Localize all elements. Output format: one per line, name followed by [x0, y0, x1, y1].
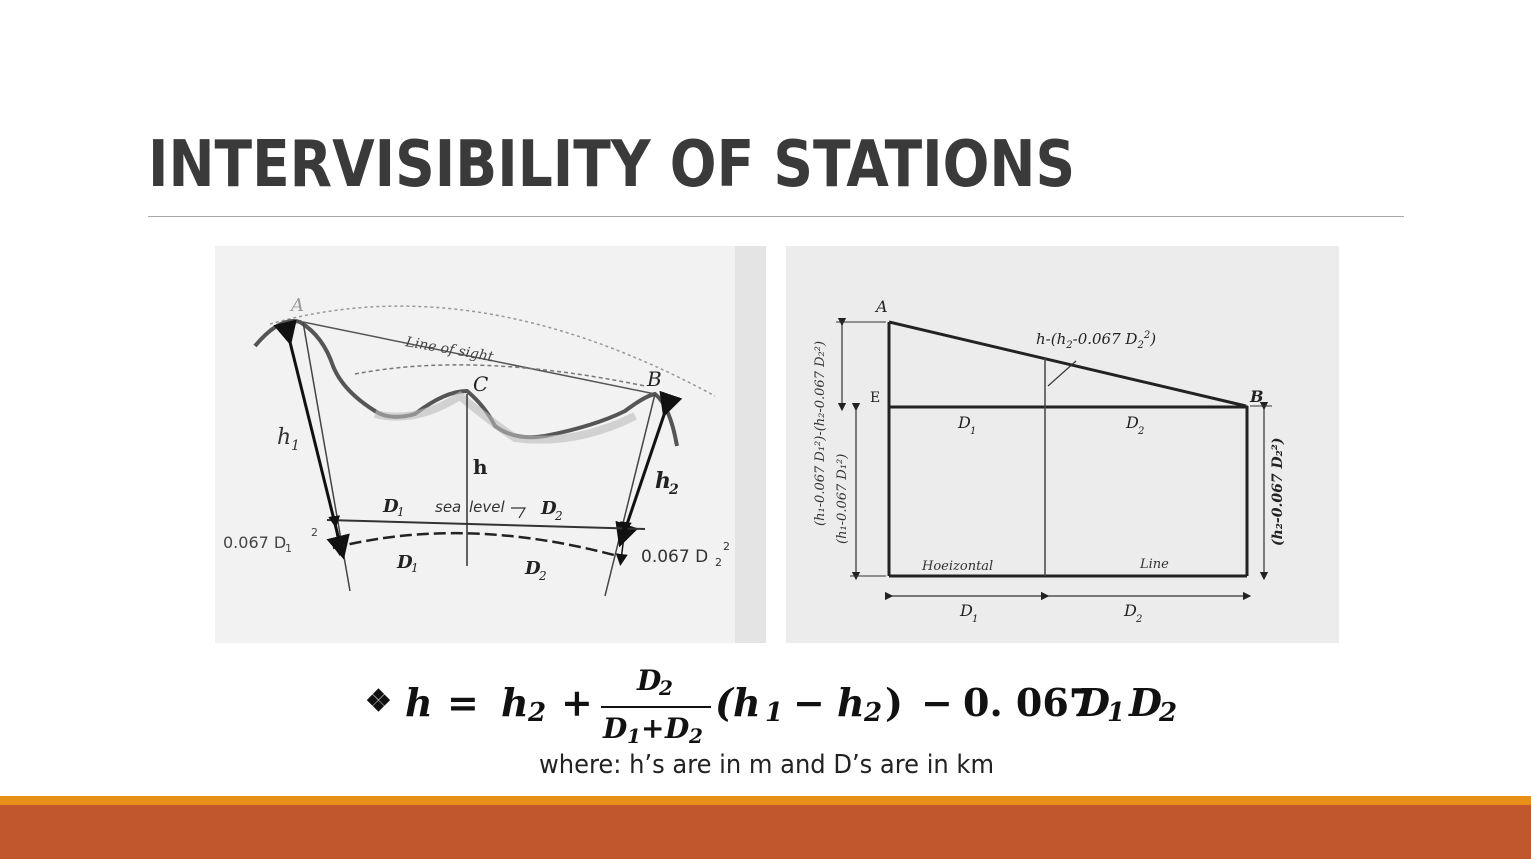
curvature-diagram: A B C Line of sight h 1 h 2 h D 1 sea le…	[223, 246, 766, 643]
label-corr-right-sup: 2	[723, 540, 730, 553]
label-d1-bottom: D	[396, 552, 413, 573]
label-d1-bottom-sub: 1	[411, 561, 419, 575]
label-e: E	[870, 390, 880, 406]
formula-d2: D	[1129, 680, 1162, 725]
label-horizontal: Hoeizontal	[921, 559, 993, 574]
label-line-of-sight: Line of sight	[403, 334, 495, 365]
h2-arrow	[615, 390, 683, 548]
label-d1-mid: D	[957, 413, 971, 432]
label-d1-bottom-sub: 1	[972, 614, 978, 625]
label-d2-mid-sub: 2	[1137, 426, 1144, 437]
formula-lhs: h	[405, 680, 433, 725]
label-corr-left-sup: 2	[311, 526, 318, 539]
sea-level-bracket	[511, 507, 527, 519]
label-c: C	[473, 372, 488, 396]
formula-d2-sub: 2	[1159, 698, 1178, 728]
formula-h2: h	[501, 680, 529, 725]
label-h2: h	[655, 468, 671, 494]
corr-left-arrow	[328, 515, 345, 556]
sea-level-curve	[332, 531, 626, 560]
formula-numerator: D	[637, 664, 662, 697]
label-callout: h-(h2-0.067 D22)	[1036, 330, 1156, 351]
formula-paren-open: (h	[715, 680, 761, 725]
ray-left	[302, 321, 351, 592]
label-h: h	[473, 455, 488, 479]
label-b: B	[646, 367, 662, 391]
section-diagram: A B E h-(h2-0.067 D22) D 1 D 2 Hoeizonta…	[813, 297, 1286, 625]
label-d2-bottom: D	[1123, 601, 1137, 620]
label-level: level	[469, 498, 506, 516]
label-h1-sub: 1	[291, 438, 300, 454]
label-h2-sub: 2	[668, 482, 679, 498]
figure-curvature-sketch: A B C Line of sight h 1 h 2 h D 1 sea le…	[215, 246, 766, 643]
label-sea: sea	[435, 498, 461, 516]
formula-denominator-a: D	[603, 712, 628, 745]
formula-d1: D	[1077, 680, 1110, 725]
formula: ❖ h = h 2 + D 2 D 1 + D 2 (h 1 − h 2 ) −…	[365, 662, 1205, 748]
formula-plus: +	[561, 680, 593, 725]
footer-band-rust	[0, 805, 1531, 859]
label-left-outer: (h₁-0.067 D₁²)-(h₂-0.067 D₂²)	[813, 341, 828, 526]
formula-paren-h2: h	[837, 680, 865, 725]
formula-minus: −	[793, 680, 825, 725]
label-corr-left-sub: 1	[285, 542, 292, 555]
formula-paren-h2-sub: 2	[864, 698, 883, 728]
corr-right-arrow	[615, 521, 632, 566]
title-divider	[148, 216, 1404, 217]
label-line: Line	[1139, 557, 1169, 572]
sight-line	[888, 320, 1247, 408]
label-d2-top: D	[540, 498, 557, 519]
label-d2-bottom-sub: 2	[538, 569, 547, 583]
figure-section-diagram: A B E h-(h2-0.067 D22) D 1 D 2 Hoeizonta…	[786, 246, 1339, 643]
page-shadow	[735, 246, 766, 643]
formula-minus-2: −	[921, 680, 953, 725]
label-corr-right: 0.067 D	[641, 547, 708, 567]
formula-h2-sub: 2	[528, 698, 547, 728]
label-h1: h	[277, 425, 291, 450]
label-corr-right-sub: 2	[715, 556, 722, 569]
formula-paren-close: )	[885, 680, 903, 725]
label-d2-bottom: D	[524, 558, 541, 579]
formula-denominator-a-sub: 1	[627, 724, 641, 748]
formula-denominator-b-sub: 2	[689, 724, 703, 748]
formula-fraction-bar	[601, 706, 711, 708]
horizon-dash	[354, 364, 646, 387]
label-d1-top: D	[382, 496, 399, 517]
formula-constant: 0. 067	[963, 680, 1096, 725]
line-of-sight	[302, 321, 656, 395]
formula-denominator-b: D	[665, 712, 690, 745]
label-d1-mid-sub: 1	[970, 426, 976, 437]
footer-band-orange	[0, 796, 1531, 805]
label-d2-top-sub: 2	[554, 509, 563, 523]
units-note: where: h’s are in m and D’s are in km	[539, 750, 995, 780]
label-d2-mid: D	[1125, 413, 1139, 432]
slide-title: INTERVISIBILITY OF STATIONS	[148, 128, 1076, 202]
h1-arrow	[273, 319, 350, 560]
level-line	[326, 519, 646, 530]
outer-arc	[269, 305, 716, 397]
label-corr-left: 0.067 D	[223, 533, 286, 552]
label-left-inner: (h₁-0.067 D₁²)	[835, 454, 850, 544]
formula-d1-sub: 1	[1107, 698, 1126, 728]
label-d1-bottom: D	[959, 601, 973, 620]
label-a: A	[289, 295, 304, 316]
label-a: A	[874, 297, 888, 316]
formula-paren-h1-sub: 1	[765, 698, 784, 728]
label-d1-top-sub: 1	[397, 505, 405, 519]
label-d2-bottom-sub: 2	[1135, 614, 1142, 625]
formula-denominator-plus: +	[641, 712, 665, 745]
formula-numerator-sub: 2	[659, 676, 673, 700]
formula-bullet: ❖	[365, 684, 392, 719]
label-b: B	[1249, 387, 1264, 406]
label-right-dim: (h₂-0.067 D₂²)	[1270, 438, 1286, 547]
callout-leader	[1047, 360, 1077, 387]
formula-equals: =	[447, 680, 479, 725]
terrain-shading	[374, 391, 637, 444]
